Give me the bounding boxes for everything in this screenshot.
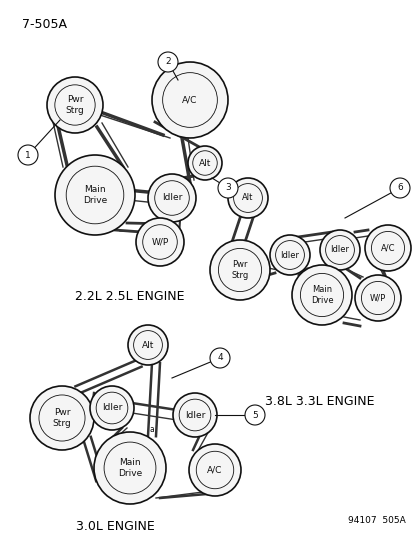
- Text: Idler: Idler: [184, 410, 205, 419]
- Circle shape: [228, 178, 267, 218]
- Text: 4: 4: [217, 353, 222, 362]
- Circle shape: [128, 325, 168, 365]
- Circle shape: [152, 62, 228, 138]
- Circle shape: [319, 230, 359, 270]
- Circle shape: [39, 395, 85, 441]
- Circle shape: [154, 181, 189, 215]
- Text: 5: 5: [252, 410, 257, 419]
- Circle shape: [218, 178, 237, 198]
- Circle shape: [90, 386, 134, 430]
- Circle shape: [269, 235, 309, 275]
- Circle shape: [162, 72, 217, 127]
- Circle shape: [209, 348, 230, 368]
- Text: 94107  505A: 94107 505A: [347, 516, 405, 525]
- Circle shape: [370, 231, 404, 264]
- Circle shape: [275, 240, 304, 269]
- Text: Main
Drive: Main Drive: [83, 185, 107, 205]
- Text: A/C: A/C: [380, 244, 394, 253]
- Circle shape: [192, 151, 217, 175]
- Circle shape: [47, 77, 103, 133]
- Text: 2.2L 2.5L ENGINE: 2.2L 2.5L ENGINE: [75, 290, 184, 303]
- Text: 3.8L 3.3L ENGINE: 3.8L 3.3L ENGINE: [265, 395, 374, 408]
- Circle shape: [142, 225, 177, 259]
- Text: Pwr
Strg: Pwr Strg: [231, 260, 248, 280]
- Circle shape: [66, 166, 123, 224]
- Circle shape: [94, 432, 166, 504]
- Circle shape: [173, 393, 216, 437]
- Text: Main
Drive: Main Drive: [310, 285, 332, 305]
- Circle shape: [18, 145, 38, 165]
- Text: Main
Drive: Main Drive: [118, 458, 142, 478]
- Circle shape: [389, 178, 409, 198]
- Circle shape: [218, 248, 261, 292]
- Circle shape: [300, 273, 343, 317]
- Text: Pwr
Strg: Pwr Strg: [52, 408, 71, 427]
- Circle shape: [354, 275, 400, 321]
- Text: W/P: W/P: [369, 294, 385, 303]
- Text: 7-505A: 7-505A: [22, 18, 67, 31]
- Circle shape: [104, 442, 156, 494]
- Circle shape: [179, 399, 210, 431]
- Circle shape: [158, 52, 178, 72]
- Circle shape: [196, 451, 233, 489]
- Circle shape: [96, 392, 128, 424]
- Text: Idler: Idler: [161, 193, 182, 203]
- Circle shape: [364, 225, 410, 271]
- Text: A/C: A/C: [182, 95, 197, 104]
- Circle shape: [244, 405, 264, 425]
- Text: 6: 6: [396, 183, 402, 192]
- Circle shape: [361, 281, 394, 314]
- Text: Idler: Idler: [280, 251, 299, 260]
- Circle shape: [147, 174, 195, 222]
- Circle shape: [188, 146, 221, 180]
- Circle shape: [189, 444, 240, 496]
- Circle shape: [291, 265, 351, 325]
- Circle shape: [30, 386, 94, 450]
- Text: Alt: Alt: [142, 341, 154, 350]
- Text: 3.0L ENGINE: 3.0L ENGINE: [76, 520, 154, 533]
- Text: W/P: W/P: [151, 238, 168, 246]
- Text: 1: 1: [25, 150, 31, 159]
- Circle shape: [133, 330, 162, 359]
- Text: Alt: Alt: [242, 193, 253, 203]
- Text: a: a: [149, 425, 154, 434]
- Text: A/C: A/C: [207, 465, 222, 474]
- Circle shape: [233, 183, 262, 212]
- Circle shape: [55, 155, 135, 235]
- Circle shape: [325, 236, 354, 264]
- Text: Idler: Idler: [102, 403, 122, 413]
- Circle shape: [136, 218, 183, 266]
- Text: 3: 3: [225, 183, 230, 192]
- Text: Pwr
Strg: Pwr Strg: [66, 95, 84, 115]
- Text: Idler: Idler: [330, 246, 349, 254]
- Text: Alt: Alt: [198, 158, 211, 167]
- Circle shape: [55, 85, 95, 125]
- Text: 2: 2: [165, 58, 171, 67]
- Circle shape: [209, 240, 269, 300]
